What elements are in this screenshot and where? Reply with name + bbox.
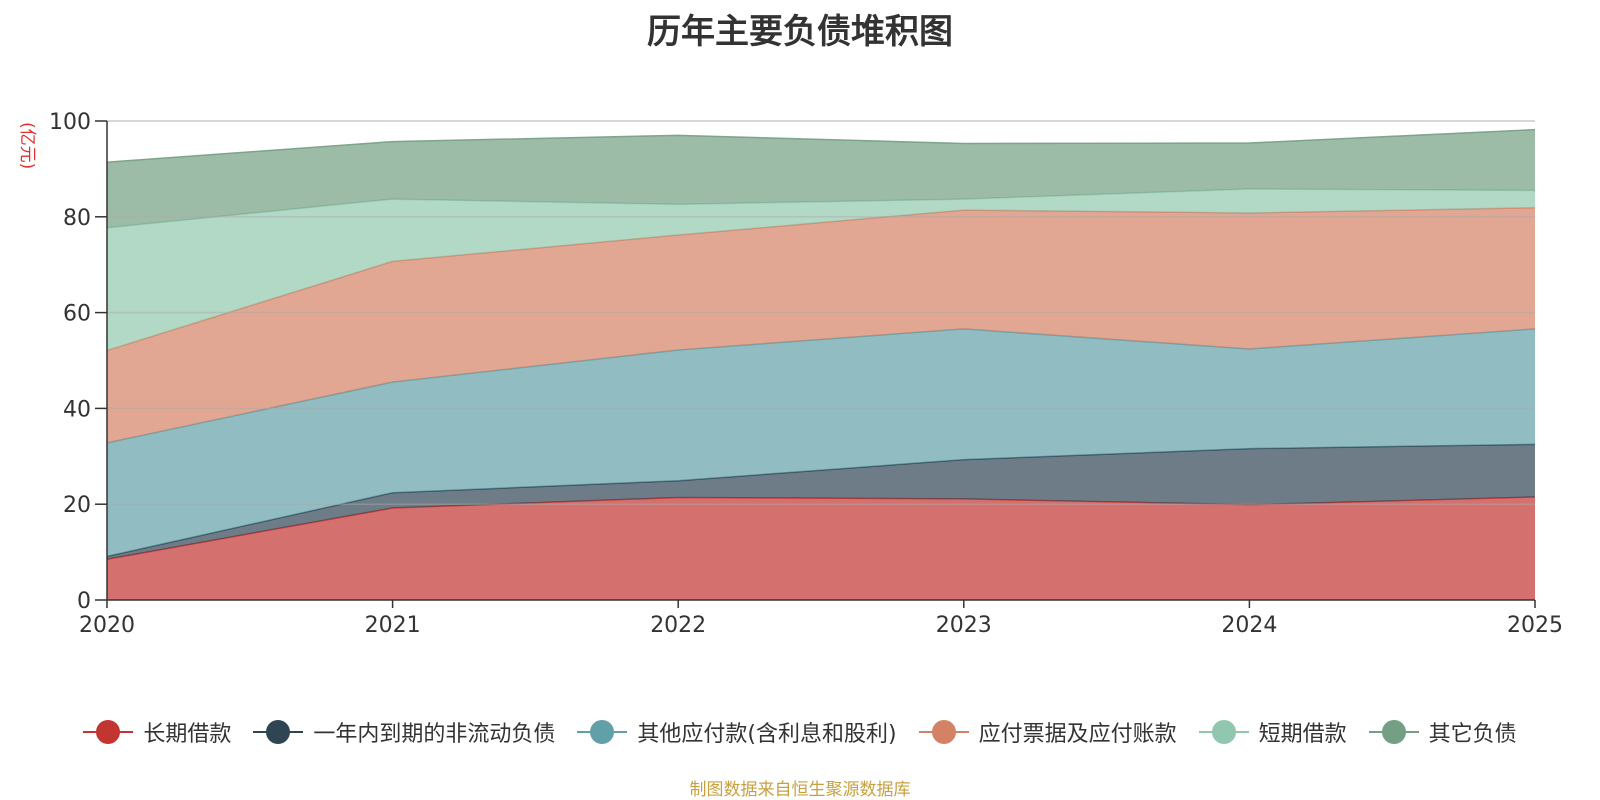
legend-marker-icon bbox=[253, 720, 304, 744]
chart-title: 历年主要负债堆积图 bbox=[647, 12, 953, 52]
legend-marker-icon bbox=[83, 720, 134, 744]
legend-item-short-term-loans[interactable]: 短期借款 bbox=[1198, 716, 1347, 748]
area-series-1 bbox=[107, 444, 1535, 560]
legend-marker-icon bbox=[918, 720, 969, 744]
x-tick-label: 2025 bbox=[1507, 613, 1563, 638]
y-tick-label: 40 bbox=[63, 397, 91, 422]
legend-marker-icon bbox=[1198, 720, 1249, 744]
legend-item-other-payables[interactable]: 其他应付款(含利息和股利) bbox=[577, 716, 897, 748]
y-tick-label: 0 bbox=[77, 589, 91, 614]
legend-label: 其它负债 bbox=[1428, 722, 1517, 747]
area-series-5 bbox=[107, 129, 1535, 228]
y-tick-label: 60 bbox=[63, 302, 91, 327]
area-series-0 bbox=[107, 497, 1535, 600]
legend-label: 短期借款 bbox=[1258, 722, 1347, 747]
legend-item-current-noncurrent-liabilities[interactable]: 一年内到期的非流动负债 bbox=[253, 716, 555, 748]
area-series-edge-2 bbox=[106, 328, 1536, 444]
x-tick-label: 2021 bbox=[365, 613, 421, 638]
legend-item-long-term-loans[interactable]: 长期借款 bbox=[83, 716, 231, 748]
x-tick-label: 2023 bbox=[936, 613, 992, 638]
legend-marker-icon bbox=[577, 720, 628, 744]
y-tick-label: 100 bbox=[49, 110, 91, 135]
legend-marker-icon bbox=[1368, 720, 1419, 744]
y-axis-unit: (亿元) bbox=[17, 122, 37, 170]
x-tick-label: 2024 bbox=[1221, 613, 1277, 638]
legend-item-other-liabilities[interactable]: 其它负债 bbox=[1368, 716, 1517, 748]
y-tick-label: 80 bbox=[63, 206, 91, 231]
y-tick-label: 20 bbox=[63, 493, 91, 518]
x-tick-label: 2020 bbox=[79, 613, 135, 638]
x-tick-label: 2022 bbox=[650, 613, 706, 638]
legend-label: 其他应付款(含利息和股利) bbox=[637, 722, 897, 747]
legend-label: 长期借款 bbox=[143, 722, 232, 747]
area-series-3 bbox=[107, 207, 1535, 443]
area-series-edge-4 bbox=[106, 188, 1536, 229]
data-source-note: 制图数据来自恒生聚源数据库 bbox=[689, 780, 911, 800]
legend: 长期借款 一年内到期的非流动负债 其他应付款(含利息和股利) 应付票据及应付账款… bbox=[0, 716, 1600, 748]
legend-label: 应付票据及应付账款 bbox=[978, 722, 1177, 747]
legend-item-notes-accounts-payable[interactable]: 应付票据及应付账款 bbox=[918, 716, 1177, 748]
legend-label: 一年内到期的非流动负债 bbox=[313, 722, 556, 747]
area-series-2 bbox=[107, 328, 1535, 557]
area-series-edge-5 bbox=[106, 128, 1536, 163]
area-series-4 bbox=[107, 189, 1535, 351]
